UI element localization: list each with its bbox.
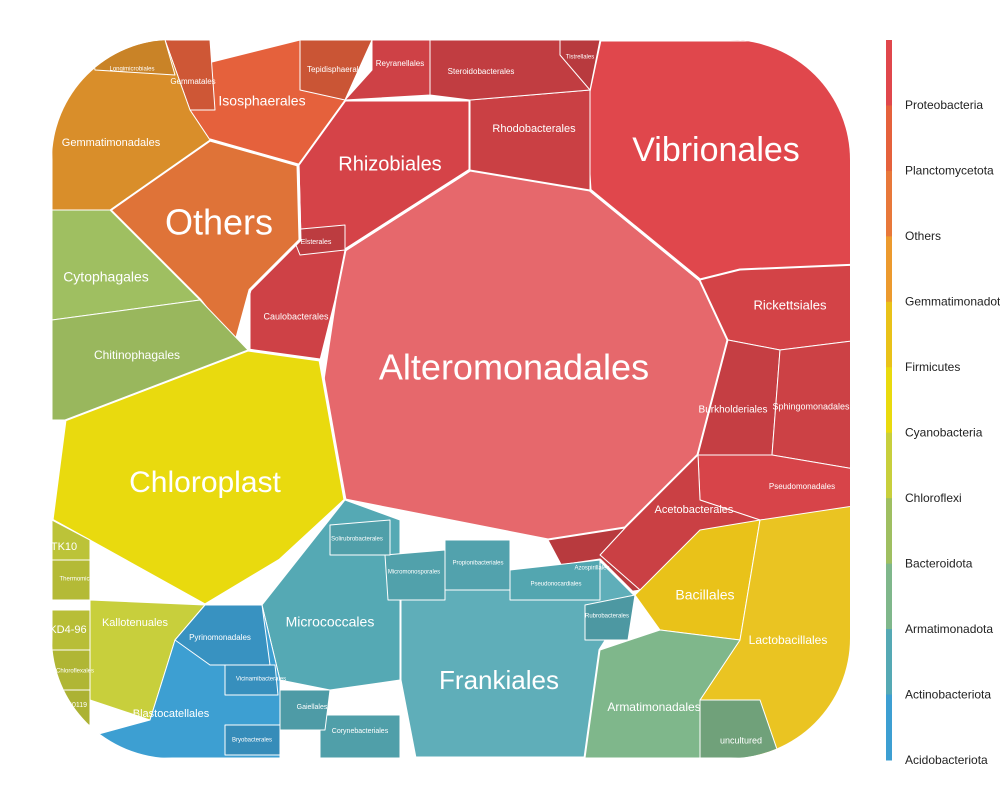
cell-label-reyranellales: Reyranellales [376, 59, 424, 68]
legend-swatch-firmicutes [886, 301, 892, 368]
cell-corynebacteriales[interactable] [319, 714, 401, 758]
legend-label-planctomycetota: Planctomycetota [905, 164, 994, 178]
legend-swatch-armatimonadota [886, 563, 892, 630]
cell-elsterales[interactable] [289, 224, 346, 256]
cell-label-micrococcales: Micrococcales [286, 614, 375, 630]
cell-uncultured[interactable] [699, 699, 781, 758]
legend-label-proteobacteria: Proteobacteria [905, 98, 983, 112]
cell-label-gemmatales: Gemmatales [170, 77, 215, 86]
cell-tepidisphaerales[interactable] [299, 40, 373, 101]
cell-micromonosporales[interactable] [384, 549, 446, 601]
legend: Proteobacteria Planctomycetota Others Gemma… [886, 40, 1000, 767]
legend-label-bacteroidota: Bacteroidota [905, 557, 973, 571]
cell-label-burkholderiales: Burkholderiales [699, 405, 768, 416]
cell-label-pseudomonadales: Pseudomonadales [769, 482, 835, 491]
legend-swatch-acidobacteriota [886, 694, 892, 761]
cell-label-armatimonadales: Armatimonadales [607, 700, 700, 714]
cell-label-lactobacillales: Lactobacillales [749, 633, 828, 647]
cell-label-pseudonocardiales: Pseudonocardiales [530, 582, 581, 588]
cell-label-solirubrobacterales: Solirubrobacterales [331, 537, 383, 543]
cell-label-frankiales: Frankiales [439, 665, 559, 695]
cell-tistrellales[interactable] [559, 40, 601, 91]
legend-label-cyanobacteria: Cyanobacteria [905, 426, 983, 440]
legend-label-gemmatimonadota: Gemmatimonadota [905, 295, 1000, 309]
cell-label-chitinophagales: Chitinophagales [94, 348, 180, 362]
cell-label-sphingomonadales: Sphingomonadales [772, 401, 850, 411]
cell-label-gaiellales: Gaiellales [297, 704, 328, 711]
cell-label-corynebacteriales: Corynebacteriales [332, 728, 389, 735]
cell-rubrobacterales[interactable] [584, 594, 636, 641]
treemap-labels: Alteromonadales Vibrionales Rhizobiales Rho… [49, 55, 850, 746]
cell-label-vicinamibacterales: Vicinamibacterales [236, 677, 286, 683]
cell-label-azospirillales: Azospirillales [574, 566, 609, 572]
cell-label-rubrobacterales: Rubrobacterales [585, 614, 629, 620]
legend-swatch-cyanobacteria [886, 367, 892, 434]
cell-label-longimicrobiales: Longimicrobiales [109, 67, 154, 73]
cell-gemmatimonadales[interactable] [52, 40, 211, 211]
cell-label-chloroplast: Chloroplast [129, 466, 281, 499]
legend-swatch-actinobacteriota [886, 629, 892, 696]
cell-label-bryobacterales: Bryobacterales [232, 738, 272, 744]
cell-chitinophagales[interactable] [52, 299, 249, 421]
cell-label-gemmatimonadales: Gemmatimonadales [62, 137, 161, 149]
treemap-cells [52, 40, 860, 758]
cell-label-others: Others [165, 202, 273, 243]
cell-tk10[interactable] [52, 519, 91, 561]
cell-label-thermomicrobiales: Thermomicrobiales [59, 577, 110, 583]
legend-swatch-others [886, 170, 892, 237]
cell-sphingomonadales[interactable] [771, 339, 860, 471]
cell-label-kallotenuales: Kallotenuales [102, 617, 169, 629]
legend-swatch-proteobacteria [886, 40, 892, 106]
cell-label-c0119: C0119 [67, 702, 87, 709]
cell-label-tepidisphaerales: Tepidisphaerales [307, 65, 367, 74]
cell-label-acetobacterales: Acetobacterales [655, 504, 734, 516]
legend-label-firmicutes: Firmicutes [905, 360, 960, 374]
cell-label-rhizobiales: Rhizobiales [338, 153, 441, 175]
cell-reyranellales[interactable] [344, 40, 431, 101]
legend-swatch-gemmatimonadota [886, 236, 892, 303]
cell-label-steroidobacterales: Steroidobacterales [448, 67, 515, 76]
cell-label-rhodobacterales: Rhodobacterales [492, 123, 576, 135]
legend-label-acidobacteriota: Acidobacteriota [905, 753, 988, 767]
legend-label-armatimonadota: Armatimonadota [905, 622, 993, 636]
cell-label-tistrellales: Tistrellales [566, 55, 594, 61]
cell-label-alteromonadales: Alteromonadales [379, 347, 649, 388]
cell-label-kd4-96: KD4-96 [49, 624, 86, 636]
cell-label-blastocatellales: Blastocatellales [133, 708, 210, 720]
cell-label-caulobacterales: Caulobacterales [263, 311, 329, 321]
cell-label-pyrinomonadales: Pyrinomonadales [189, 633, 251, 642]
cell-label-micromonosporales: Micromonosporales [388, 570, 440, 576]
cell-kd4-96[interactable] [52, 609, 91, 651]
cell-pseudonocardiales[interactable] [509, 559, 601, 601]
legend-swatch-bacteroidota [886, 498, 892, 565]
cell-label-vibrionales: Vibrionales [632, 131, 800, 169]
cell-label-bacillales: Bacillales [675, 587, 734, 603]
cell-pyrinomonadales[interactable] [174, 604, 271, 666]
cell-label-propionibacteriales: Propionibacteriales [452, 561, 503, 567]
cell-label-tk10: TK10 [51, 541, 77, 553]
legend-swatch-chloroflexi [886, 432, 892, 499]
legend-label-others: Others [905, 229, 941, 243]
legend-label-actinobacteriota: Actinobacteriota [905, 688, 991, 702]
legend-swatch-planctomycetota [886, 105, 892, 172]
cell-vicinamibacterales[interactable] [224, 664, 279, 696]
cell-solirubrobacterales[interactable] [329, 519, 391, 556]
cell-bryobacterales[interactable] [224, 724, 281, 756]
cell-label-chloroflexales: Chloroflexales [56, 669, 94, 675]
cell-label-rickettsiales: Rickettsiales [754, 297, 827, 312]
legend-label-chloroflexi: Chloroflexi [905, 491, 962, 505]
cell-label-cytophagales: Cytophagales [63, 269, 149, 285]
cell-label-elsterales: Elsterales [301, 239, 332, 246]
cell-label-isosphaerales: Isosphaerales [218, 93, 305, 109]
cell-label-uncultured: uncultured [720, 735, 762, 745]
